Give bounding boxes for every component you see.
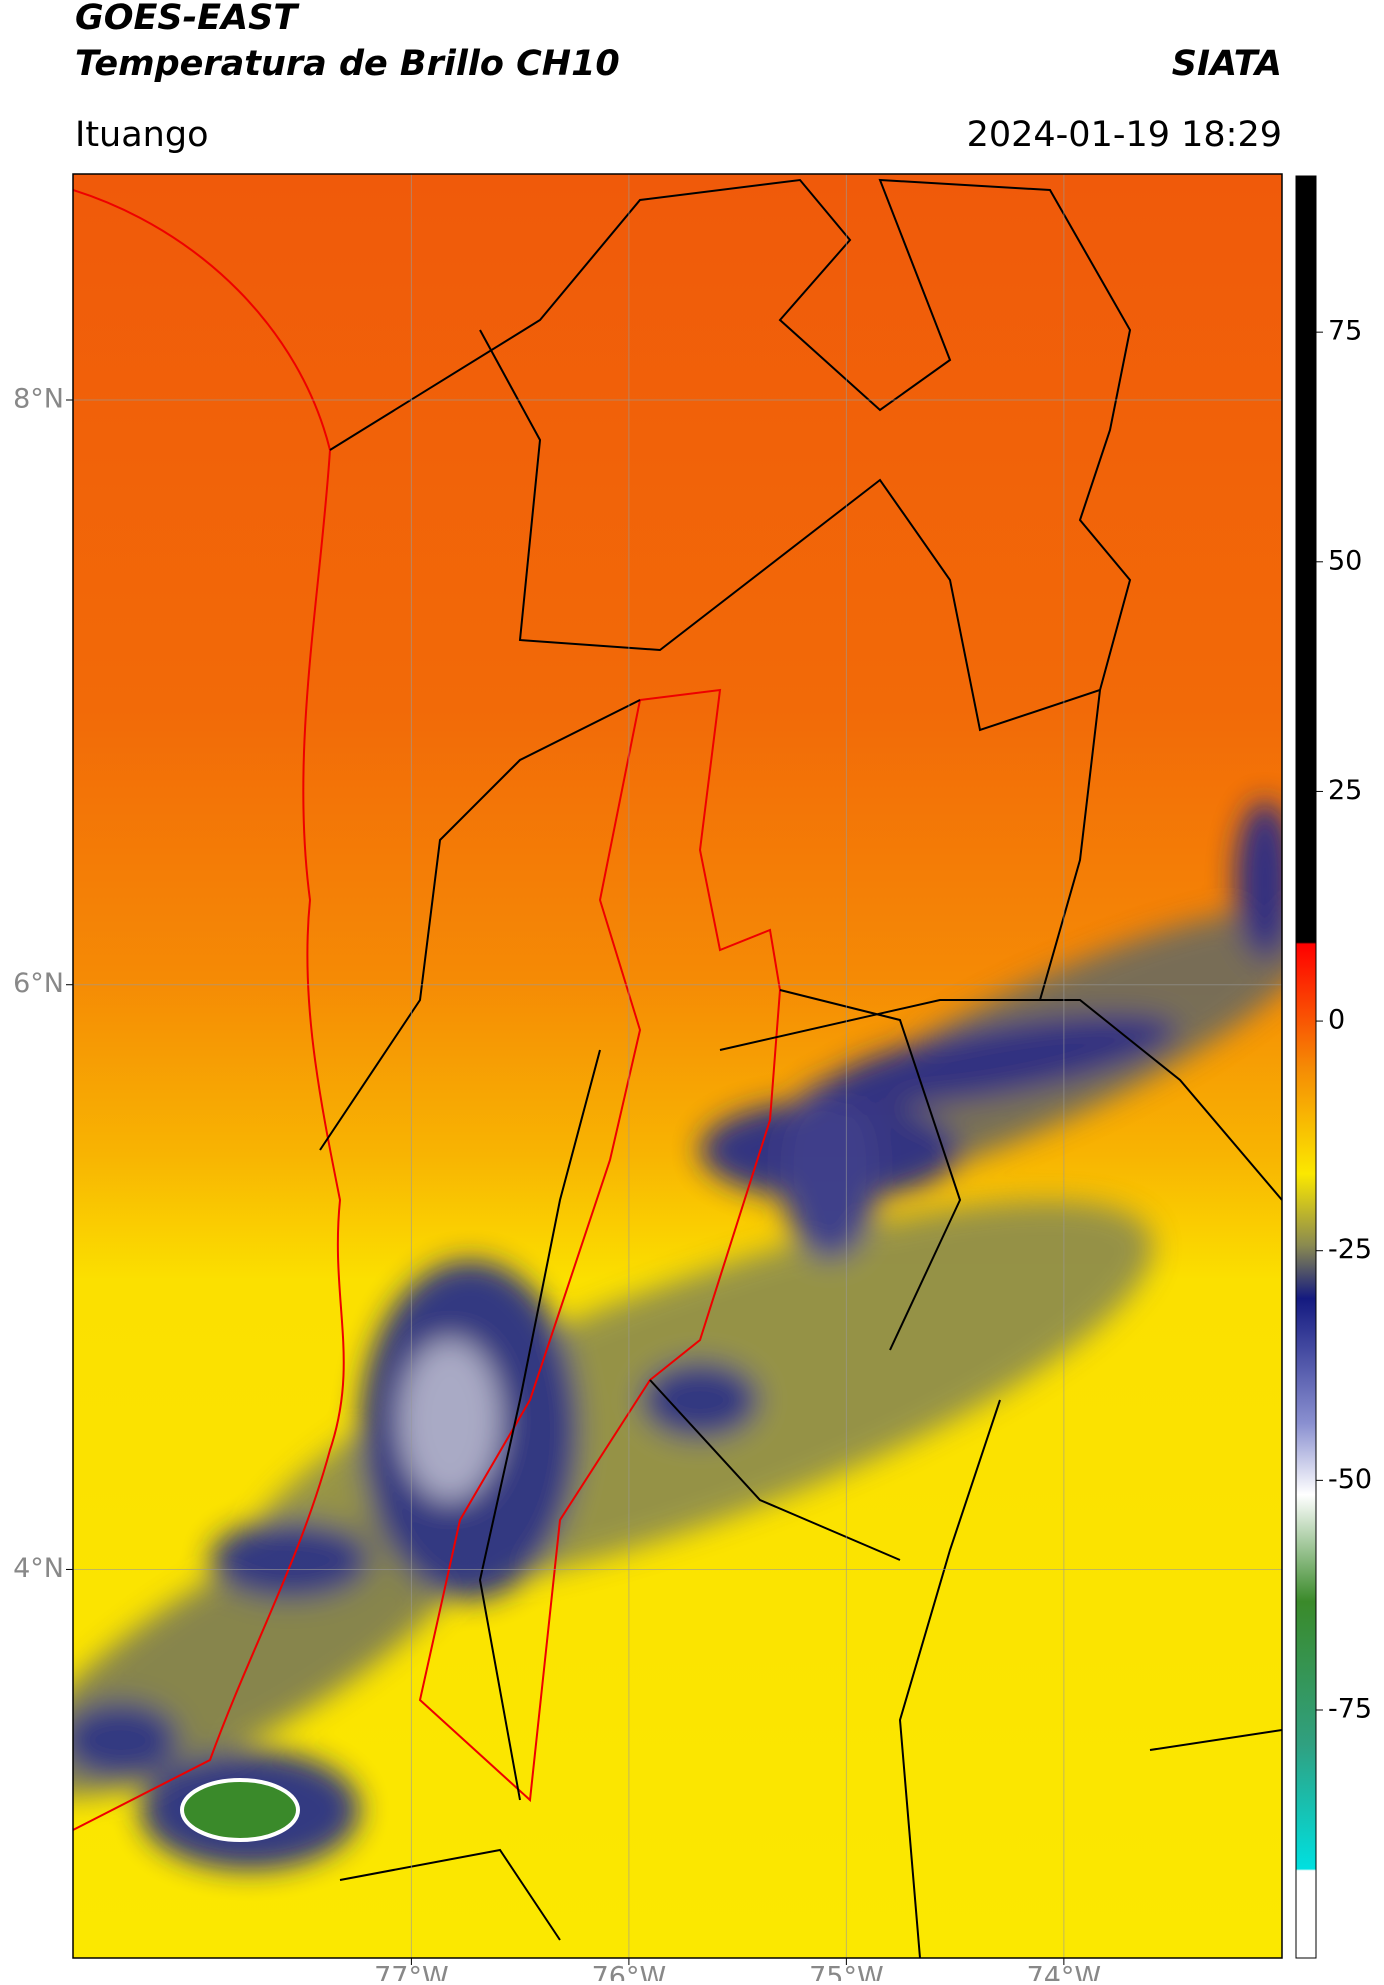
colorbar-label: 75	[1328, 316, 1362, 347]
colorbar-label: -75	[1328, 1693, 1372, 1724]
datetime: 2024-01-19 18:29	[967, 115, 1282, 155]
map	[73, 174, 1282, 1958]
lat-label: 6°N	[13, 968, 64, 999]
lon-label: 77°W	[374, 1962, 449, 1982]
lat-label: 4°N	[13, 1553, 64, 1584]
colorbar	[1295, 175, 1317, 1959]
place: Ituango	[75, 115, 209, 155]
lon-label: 74°W	[1027, 1962, 1102, 1982]
graticule	[66, 174, 1282, 1965]
title: GOES-EAST	[75, 0, 300, 38]
colorbar-label: -25	[1328, 1234, 1372, 1265]
lon-label: 76°W	[592, 1962, 667, 1982]
source: SIATA	[1172, 44, 1282, 84]
colorbar-label: -50	[1328, 1464, 1372, 1495]
colorbar-label: 25	[1328, 775, 1362, 806]
map-frame	[72, 173, 1283, 1959]
colorbar-label: 0	[1328, 1005, 1345, 1036]
colorbar-label: 50	[1328, 545, 1362, 576]
subtitle: Temperatura de Brillo CH10	[75, 44, 620, 84]
lat-label: 8°N	[13, 383, 64, 414]
lon-label: 75°W	[809, 1962, 884, 1982]
